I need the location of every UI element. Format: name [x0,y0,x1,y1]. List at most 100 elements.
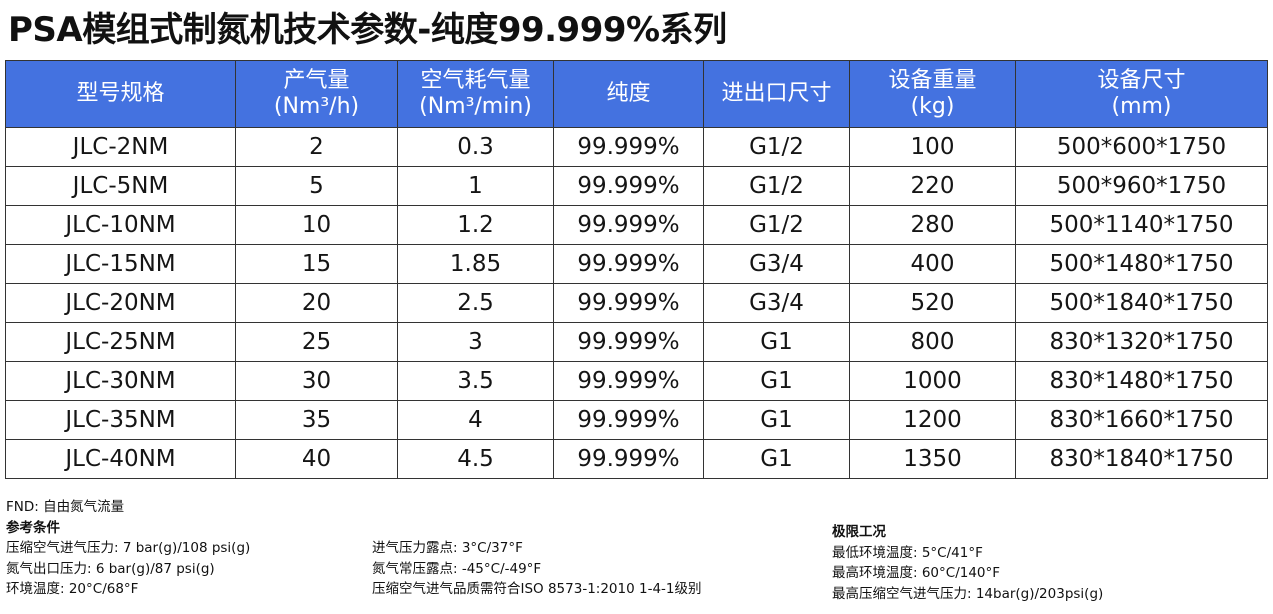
table-cell: JLC-5NM [5,166,236,206]
table-cell: JLC-40NM [5,439,236,479]
table-cell: G1/2 [703,205,850,245]
table-cell: 99.999% [553,322,704,362]
column-header: 空气耗气量 (Nm³/min) [397,60,554,128]
spec-table: 型号规格 产气量 (Nm³/h) 空气耗气量 (Nm³/min) 纯度 进出口尺寸 设备重量(… [5,60,1268,479]
table-cell: 500*1840*1750 [1015,283,1268,323]
column-header-label: 型号规格 [76,81,165,106]
table-cell: G1 [703,400,850,440]
table-cell: G1 [703,322,850,362]
table-cell: 830*1660*1750 [1015,400,1268,440]
limit-item: 最高环境温度: 60°C/140°F [832,565,1001,581]
column-header: 进出口尺寸 [703,60,850,128]
table-cell: 4.5 [397,439,554,479]
table-cell: G1 [703,361,850,401]
table-cell: JLC-20NM [5,283,236,323]
limits-heading: 极限工况 [832,524,886,540]
column-header-label: 设备尺寸 [1097,68,1186,93]
table-cell: 3.5 [397,361,554,401]
column-header-label: 产气量 [283,68,350,93]
table-cell: 99.999% [553,244,704,284]
table-cell: 220 [849,166,1016,206]
page-title: PSA模组式制氮机技术参数-纯度99.999%系列 [8,10,727,50]
table-row: JLC-2NM 2 0.3 99.999% G1/2 100 500*600*1750 [5,127,1268,167]
table-cell: 25 [235,322,398,362]
table-cell: 400 [849,244,1016,284]
table-cell: 99.999% [553,439,704,479]
table-cell: 830*1840*1750 [1015,439,1268,479]
reference-item: 压缩空气进气压力: 7 bar(g)/108 psi(g) [6,540,251,556]
table-cell: 1000 [849,361,1016,401]
table-cell: 1200 [849,400,1016,440]
table-cell: JLC-25NM [5,322,236,362]
table-row: JLC-10NM 10 1.2 99.999% G1/2 280 500*1140*1750 [5,205,1268,245]
table-cell: JLC-15NM [5,244,236,284]
table-cell: 500*600*1750 [1015,127,1268,167]
table-cell: 30 [235,361,398,401]
column-header-label: 纯度 [606,81,651,106]
table-cell: 40 [235,439,398,479]
table-cell: 500*1480*1750 [1015,244,1268,284]
reference-item: 氮气出口压力: 6 bar(g)/87 psi(g) [6,560,215,577]
table-cell: 4 [397,400,554,440]
table-cell: 20 [235,283,398,323]
column-header-unit: (mm) [1111,94,1172,119]
table-row: JLC-5NM 5 1 99.999% G1/2 220 500*960*1750 [5,166,1268,206]
table-cell: 500*1140*1750 [1015,205,1268,245]
table-row: JLC-20NM 20 2.5 99.999% G3/4 520 500*1840*1750 [5,283,1268,323]
table-cell: G1/2 [703,127,850,167]
table-cell: 830*1320*1750 [1015,322,1268,362]
column-header: 设备尺寸 (mm) [1015,60,1268,128]
table-cell: 100 [849,127,1016,167]
limit-item: 最高压缩空气进气压力: 14bar(g)/203psi(g) [832,585,1104,602]
column-header-label: 空气耗气量 [420,68,531,93]
table-cell: 0.3 [397,127,554,167]
table-cell: 5 [235,166,398,206]
reference-heading: 参考条件 [6,519,60,536]
table-header-row: 型号规格 产气量 (Nm³/h) 空气耗气量 (Nm³/min) 纯度 进出口尺寸 设备重量(… [5,60,1268,128]
limit-item: 最低环境温度: 5°C/41°F [832,544,983,561]
table-cell: 99.999% [553,400,704,440]
column-header: 产气量 (Nm³/h) [235,60,398,128]
table-cell: JLC-30NM [5,361,236,401]
reference-item: 进气压力露点: 3°C/37°F [372,540,523,556]
table-row: JLC-30NM 30 3.5 99.999% G1 1000 830*1480*1750 [5,361,1268,401]
table-cell: 99.999% [553,127,704,167]
table-cell: 10 [235,205,398,245]
table-cell: 830*1480*1750 [1015,361,1268,401]
table-cell: JLC-35NM [5,400,236,440]
table-cell: 35 [235,400,398,440]
column-header-unit: (Nm³/min) [419,94,532,119]
table-row: JLC-25NM 25 3 99.999% G1 800 830*1320*1750 [5,322,1268,362]
table-row: JLC-40NM 40 4.5 99.999% G1 1350 830*1840*1750 [5,439,1268,479]
table-cell: JLC-10NM [5,205,236,245]
table-cell: 1 [397,166,554,206]
table-cell: G1/2 [703,166,850,206]
table-cell: 3 [397,322,554,362]
table-cell: 15 [235,244,398,284]
fnd-note: FND: 自由氮气流量 [6,499,125,515]
table-cell: 1.2 [397,205,554,245]
column-header: 纯度 [553,60,704,128]
table-row: JLC-15NM 15 1.85 99.999% G3/4 400 500*1480*175… [5,244,1268,284]
table-cell: 280 [849,205,1016,245]
table-body: JLC-2NM 2 0.3 99.999% G1/2 100 500*600*1750 JLC… [5,127,1268,479]
reference-item: 压缩空气进气品质需符合ISO 8573-1:2010 1-4-1级别 [372,581,702,597]
table-cell: 99.999% [553,361,704,401]
table-cell: G3/4 [703,244,850,284]
reference-item: 氮气常压露点: -45°C/-49°F [372,560,542,577]
table-cell: G1 [703,439,850,479]
table-cell: G3/4 [703,283,850,323]
column-header: 型号规格 [5,60,236,128]
table-cell: 99.999% [553,283,704,323]
table-cell: JLC-2NM [5,127,236,167]
column-header: 设备重量 (kg) [849,60,1016,128]
column-header-label: 进出口尺寸 [721,81,832,106]
column-header-label: 设备重量 [888,68,977,93]
table-cell: 500*960*1750 [1015,166,1268,206]
column-header-unit: (Nm³/h) [273,94,360,119]
notes-middle: 进气压力露点: 3°C/37°F 氮气常压露点: -45°C/-49°F 压缩空… [372,538,702,600]
table-cell: 1.85 [397,244,554,284]
table-row: JLC-35NM 35 4 99.999% G1 1200 830*1660*1750 [5,400,1268,440]
table-cell: 99.999% [553,166,704,206]
table-cell: 520 [849,283,1016,323]
